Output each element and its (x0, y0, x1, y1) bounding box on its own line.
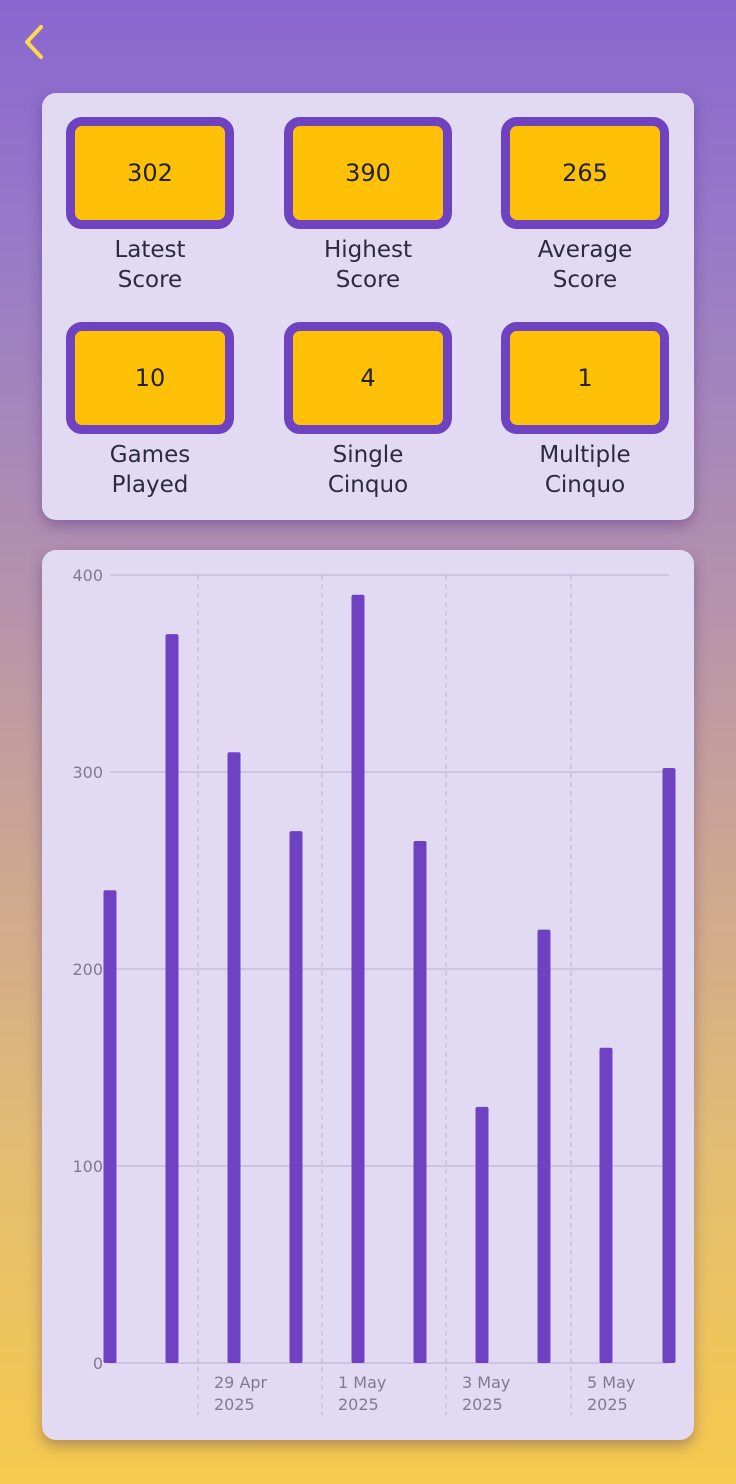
stat-value-box: 4 (284, 322, 452, 434)
chevron-left-icon (25, 25, 43, 59)
stat-value-box: 302 (66, 117, 234, 229)
stat-value-box: 390 (284, 117, 452, 229)
y-tick-label: 0 (93, 1354, 103, 1373)
score-bar-chart: 0 100 200 300 400 29 Apr 2025 1 May 2025 3 May 202… (72, 566, 676, 1415)
chart-bar (289, 831, 303, 1363)
chart-bar (599, 1047, 613, 1363)
chart-bar (351, 594, 365, 1363)
y-tick-label: 300 (72, 763, 103, 782)
stat-value: 4 (360, 364, 376, 392)
chart-bar (413, 840, 427, 1363)
stat-value-box: 1 (501, 322, 669, 434)
x-tick-label: 1 May (338, 1373, 386, 1392)
stat-average-score: 265 Average Score (501, 117, 669, 295)
y-tick-label: 100 (72, 1157, 103, 1176)
score-chart-card: 0 100 200 300 400 29 Apr 2025 1 May 2025 3 May 202… (42, 550, 694, 1440)
stat-label: Games Played (109, 442, 191, 498)
x-tick-label: 2025 (338, 1395, 379, 1414)
chart-bar (227, 752, 241, 1363)
chart-bar (662, 768, 676, 1363)
chart-bar (103, 890, 117, 1363)
chart-bar (165, 634, 179, 1363)
stat-label: Highest Score (323, 237, 412, 293)
chart-bar (475, 1106, 489, 1363)
stat-value: 265 (562, 159, 608, 187)
back-button[interactable] (14, 22, 54, 62)
stat-value: 1 (577, 364, 593, 392)
x-tick-label: 2025 (214, 1395, 255, 1414)
stats-card: 302 Latest Score 390 Highest Score 265 A… (42, 93, 694, 520)
x-tick-label: 2025 (462, 1395, 503, 1414)
stat-multiple-cinquo: 1 Multiple Cinquo (501, 322, 669, 500)
y-tick-label: 400 (72, 566, 103, 585)
x-tick-label: 2025 (587, 1395, 628, 1414)
x-tick-label: 29 Apr (214, 1373, 268, 1392)
stat-value: 390 (345, 159, 391, 187)
x-tick-label: 5 May (587, 1373, 635, 1392)
stat-value-box: 10 (66, 322, 234, 434)
stat-label: Multiple Cinquo (539, 442, 631, 498)
y-tick-label: 200 (72, 960, 103, 979)
stat-value-box: 265 (501, 117, 669, 229)
stat-latest-score: 302 Latest Score (66, 117, 234, 295)
stat-label: Latest Score (114, 237, 186, 293)
stat-label: Single Cinquo (327, 442, 409, 498)
x-tick-label: 3 May (462, 1373, 510, 1392)
chart-bar (537, 929, 551, 1363)
stat-single-cinquo: 4 Single Cinquo (284, 322, 452, 500)
stat-highest-score: 390 Highest Score (284, 117, 452, 295)
stat-value: 302 (127, 159, 173, 187)
stat-label: Average Score (537, 237, 633, 293)
stat-value: 10 (134, 364, 166, 392)
stat-games-played: 10 Games Played (66, 322, 234, 500)
